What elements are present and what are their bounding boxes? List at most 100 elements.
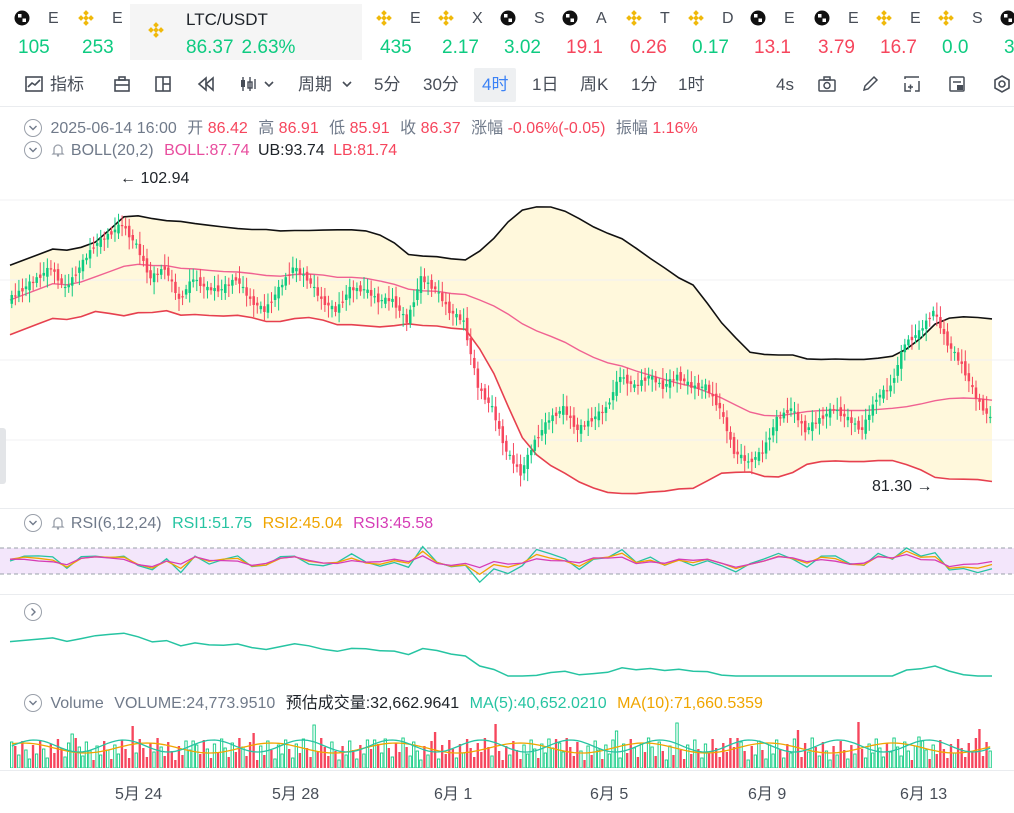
volume-bar <box>928 759 931 768</box>
candle-body <box>46 267 49 277</box>
settings-icon[interactable] <box>992 74 1012 94</box>
refresh-interval[interactable]: 4s <box>776 75 794 94</box>
candle-body <box>793 411 796 413</box>
period-button[interactable]: 周期 <box>298 75 332 94</box>
boll-collapse-icon[interactable] <box>24 141 42 159</box>
volume-bar <box>95 745 99 768</box>
ticker-item[interactable]: E 253 <box>64 4 128 60</box>
volume-bar <box>77 746 81 768</box>
candle-body <box>814 422 818 424</box>
volume-bar <box>960 748 963 768</box>
candle-body <box>369 289 373 296</box>
candle-body <box>803 420 807 433</box>
period-chevron-down-icon[interactable] <box>340 74 354 94</box>
expand-chevron-icon[interactable] <box>24 603 42 621</box>
volume-bar <box>903 741 907 768</box>
interval-1min[interactable]: 1分 <box>631 75 658 94</box>
rewind-icon[interactable] <box>196 74 216 94</box>
volume-bar <box>294 743 298 768</box>
ticker-change-percent: 2.63% <box>241 37 296 58</box>
candle-body <box>81 259 85 272</box>
ticker-bar: E 105 E 253 LTC/USDT 86.37 2.63% E 435 X 2.17 S 3.02… <box>0 0 1014 62</box>
ticker-item[interactable]: X 2.17 <box>424 4 484 60</box>
ticker-item[interactable]: E 16.7 <box>862 4 922 60</box>
collapse-chevron-icon[interactable] <box>24 119 42 137</box>
calculator-icon[interactable] <box>947 74 967 94</box>
rsi-collapse-icon[interactable] <box>24 514 42 532</box>
ticker-item[interactable]: E 435 <box>362 4 422 60</box>
interval-1w[interactable]: 周K <box>580 75 609 94</box>
candle-body <box>280 284 284 288</box>
candle-body <box>697 382 700 389</box>
chevron-down-icon[interactable] <box>262 74 276 94</box>
price-chart[interactable] <box>0 160 1014 505</box>
volume-bar <box>174 760 177 768</box>
volume-bar <box>675 722 679 768</box>
rsi-chart[interactable] <box>0 540 1014 590</box>
candle-body <box>505 440 508 452</box>
briefcase-icon[interactable] <box>112 74 132 94</box>
candle-body <box>227 284 231 286</box>
camera-icon[interactable] <box>817 74 837 94</box>
candle-body <box>490 406 494 408</box>
candle-body <box>170 279 174 282</box>
ticker-item[interactable]: E 105 <box>0 4 62 60</box>
drag-handle[interactable] <box>0 428 6 484</box>
layout-icon[interactable] <box>153 74 173 94</box>
volume-bar <box>191 740 195 768</box>
volume-bar <box>131 726 134 768</box>
candle-body <box>821 415 825 419</box>
volume-bar <box>739 741 743 768</box>
candle-body <box>647 375 650 379</box>
volume-chart[interactable] <box>0 712 1014 768</box>
volume-bar <box>800 757 803 768</box>
volume-bar <box>31 745 35 768</box>
add-window-icon[interactable] <box>902 74 922 94</box>
interval-4h[interactable]: 4时 <box>474 68 517 102</box>
ticker-item[interactable]: E 3.79 <box>800 4 860 60</box>
ticker-item[interactable]: S 0.0 <box>924 4 984 60</box>
indicators-button[interactable]: 指标 <box>50 75 84 94</box>
checker-icon <box>814 10 830 26</box>
candle-body <box>124 226 127 229</box>
ticker-item[interactable]: D 0.17 <box>674 4 734 60</box>
candle-body <box>337 304 341 313</box>
volume-bar <box>850 745 853 768</box>
candle-body <box>320 296 323 299</box>
candle-body <box>312 286 316 289</box>
interval-1h[interactable]: 1时 <box>678 75 705 94</box>
candle-body <box>942 328 946 335</box>
candle-body <box>892 378 896 383</box>
indicator-chart-icon[interactable] <box>24 74 44 94</box>
candle-body <box>686 381 690 386</box>
interval-30m[interactable]: 30分 <box>423 75 459 94</box>
candle-body <box>935 314 939 317</box>
pencil-icon[interactable] <box>860 74 880 94</box>
rsi-divider <box>0 508 1014 509</box>
volume-collapse-icon[interactable] <box>24 694 42 712</box>
candle-body <box>359 285 362 292</box>
volume-bar <box>881 756 886 768</box>
volume-bar <box>323 747 326 768</box>
ticker-item[interactable]: A 19.1 <box>548 4 610 60</box>
candle-body <box>971 385 974 388</box>
candle-body <box>409 309 412 324</box>
ticker-item[interactable]: E3 <box>986 4 1014 60</box>
candle-body <box>679 372 682 381</box>
ticker-item[interactable]: S 3.02 <box>486 4 546 60</box>
volume-bar <box>454 757 459 768</box>
candle-type-icon[interactable] <box>238 74 258 94</box>
bell-icon[interactable] <box>50 142 66 158</box>
volume-bar <box>362 753 366 768</box>
extra-indicator-chart[interactable] <box>0 620 1014 680</box>
volume-bar <box>942 749 946 768</box>
ticker-item[interactable]: E 13.1 <box>736 4 798 60</box>
candle-body <box>579 425 583 434</box>
interval-5m[interactable]: 5分 <box>374 75 401 94</box>
candle-body <box>298 268 302 275</box>
ticker-item[interactable]: T 0.26 <box>612 4 672 60</box>
interval-1d[interactable]: 1日 <box>532 75 559 94</box>
ticker-active[interactable]: LTC/USDT 86.37 2.63% <box>130 4 362 60</box>
volume-bar <box>497 751 501 768</box>
rsi-bell-icon[interactable] <box>50 515 66 531</box>
